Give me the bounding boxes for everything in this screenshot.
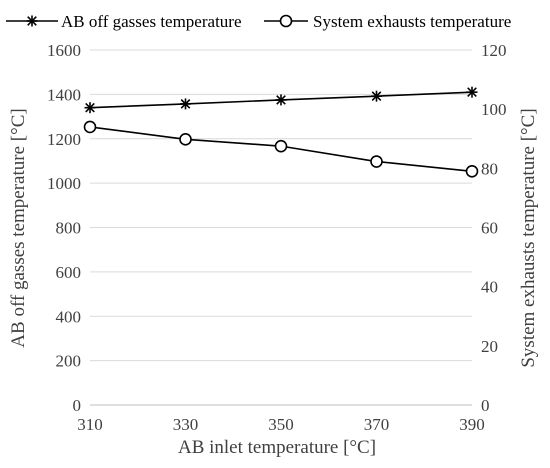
x-tick-350: 350 xyxy=(268,415,294,434)
x-tick-310: 310 xyxy=(77,415,103,434)
point-ab-off-gasses-350 xyxy=(275,94,287,106)
legend-item-ab-off-gasses: AB off gasses temperature xyxy=(6,12,242,31)
point-system-exhausts-310 xyxy=(83,120,97,134)
legend-marker-system-exhausts xyxy=(279,14,293,28)
x-tick-330: 330 xyxy=(173,415,199,434)
point-system-exhausts-390 xyxy=(465,164,479,178)
left-y-tick-200: 200 xyxy=(56,352,82,371)
right-y-tick-80: 80 xyxy=(481,159,498,178)
right-y-tick-120: 120 xyxy=(481,41,507,60)
right-y-tick-100: 100 xyxy=(481,100,507,119)
right-y-tick-20: 20 xyxy=(481,337,498,356)
right-y-tick-60: 60 xyxy=(481,219,498,238)
point-system-exhausts-350 xyxy=(274,139,288,153)
right-y-tick-40: 40 xyxy=(481,278,498,297)
point-ab-off-gasses-330 xyxy=(180,98,191,110)
x-axis-title: AB inlet temperature [°C] xyxy=(178,437,376,458)
right-y-tick-labels: 0 20 40 60 80 100 120 xyxy=(481,41,507,415)
left-y-tick-labels: 0 200 400 600 800 1000 1200 1400 1600 xyxy=(47,41,81,415)
x-tick-labels: 310 330 350 370 390 xyxy=(77,415,485,434)
left-y-tick-600: 600 xyxy=(56,263,82,282)
legend-label-system-exhausts: System exhausts temperature xyxy=(313,12,511,31)
left-y-tick-1000: 1000 xyxy=(47,174,81,193)
left-y-tick-1600: 1600 xyxy=(47,41,81,60)
series-layer xyxy=(83,86,479,178)
left-y-tick-0: 0 xyxy=(73,396,82,415)
left-y-tick-400: 400 xyxy=(56,307,82,326)
point-system-exhausts-330 xyxy=(179,133,192,146)
x-tick-390: 390 xyxy=(459,415,485,434)
point-ab-off-gasses-390 xyxy=(466,86,478,98)
legend: AB off gasses temperature System exhausts… xyxy=(6,12,511,31)
x-tick-370: 370 xyxy=(364,415,390,434)
point-ab-off-gasses-370 xyxy=(371,90,382,102)
point-system-exhausts-370 xyxy=(370,155,383,168)
right-y-tick-0: 0 xyxy=(481,396,490,415)
legend-marker-ab-off-gasses xyxy=(26,15,38,27)
left-y-tick-1200: 1200 xyxy=(47,130,81,149)
left-y-tick-1400: 1400 xyxy=(47,85,81,104)
right-y-axis-title: System exhausts temperature [°C] xyxy=(518,108,539,367)
point-ab-off-gasses-310 xyxy=(84,102,96,114)
legend-label-ab-off-gasses: AB off gasses temperature xyxy=(61,12,242,31)
left-y-axis-title: AB off gasses temperature [°C] xyxy=(8,108,29,347)
legend-item-system-exhausts: System exhausts temperature xyxy=(264,12,511,31)
left-y-tick-800: 800 xyxy=(56,219,82,238)
